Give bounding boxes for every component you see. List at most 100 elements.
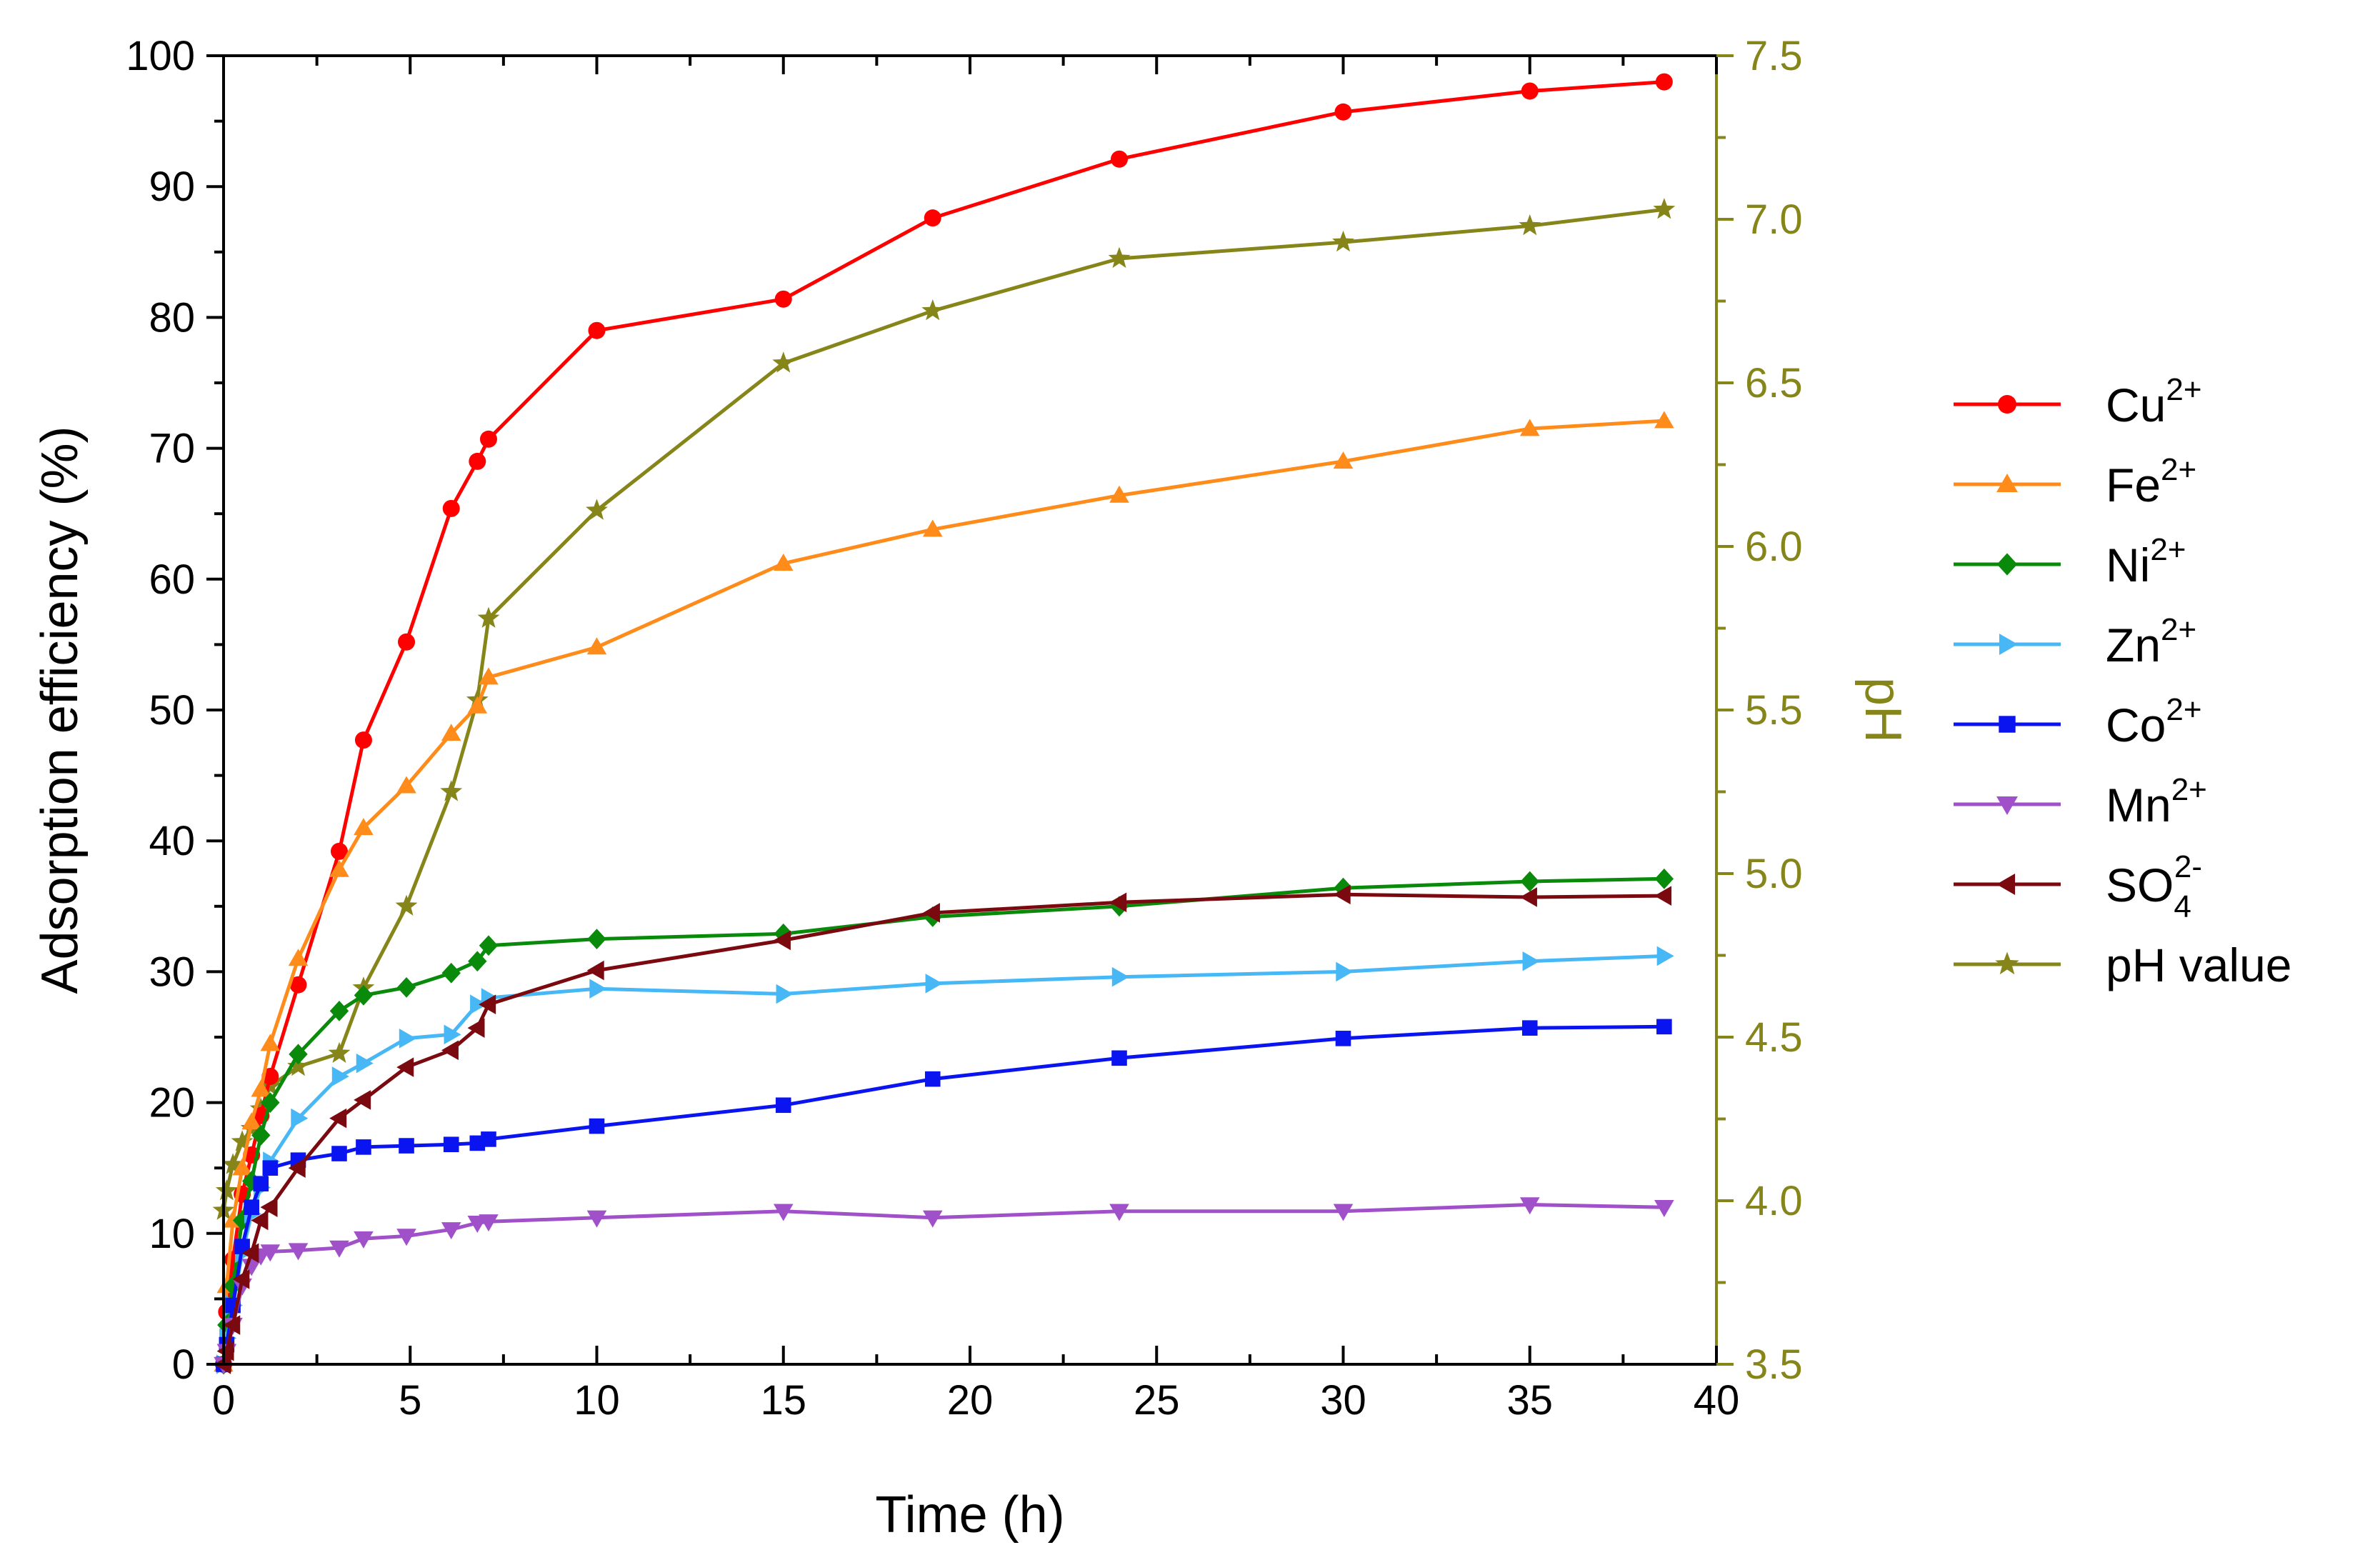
series-ph-value [212,198,1676,1220]
series-line [221,80,1665,1365]
legend-label: Cu2+ [2106,372,2202,431]
data-point [1111,966,1129,987]
series-so4 [214,884,1672,1374]
data-point [924,209,941,227]
legend-marker [1996,474,2018,493]
data-point [1654,868,1674,889]
data-point [399,1138,414,1154]
data-point [1519,214,1541,236]
data-point [1654,1199,1674,1217]
legend-label: SO42- [2106,849,2202,924]
data-point [468,951,487,972]
x-tick-label: 25 [1134,1377,1180,1424]
data-point [291,1108,309,1129]
data-point [1333,884,1351,905]
legend-label: Ni2+ [2106,532,2186,591]
y-tick-label: 40 [149,818,195,864]
data-point [467,1018,485,1038]
data-point [288,1158,306,1178]
data-point [356,1053,374,1074]
data-point [481,1131,496,1147]
legend-label: pH value [2106,939,2292,991]
data-point [328,1041,351,1063]
series-zn [216,946,1674,1374]
x-tick-label: 35 [1506,1377,1553,1424]
y-tick-label: 10 [149,1211,195,1257]
data-point [1520,871,1539,892]
x-tick-label: 0 [212,1377,235,1424]
legend-item: pH value [1954,939,2292,991]
data-point [1656,946,1674,966]
legend: Cu2+ Fe2+ Ni2+ Zn2+ Co2+ Mn2+ SO42- pH value [1954,372,2292,991]
data-point [398,633,416,651]
legend-item: Zn2+ [1954,612,2196,671]
data-point [441,1222,461,1240]
data-point [772,351,795,373]
data-point [1654,411,1674,429]
data-point [251,1125,271,1146]
data-point [1521,1020,1538,1036]
data-point [289,1044,308,1065]
data-point [775,1097,791,1114]
data-point [1334,103,1352,121]
data-point [773,1204,794,1221]
series-line [221,1203,1664,1365]
legend-superscript: 2+ [2166,372,2201,407]
data-point [921,299,944,321]
data-point [354,984,374,1006]
legend-label: Mn2+ [2106,772,2207,831]
x-tick-label: 15 [760,1377,806,1424]
y2-tick-label: 6.5 [1745,360,1803,406]
y2-tick-label: 5.0 [1745,851,1803,897]
data-point [260,1197,278,1217]
legend-label: Fe2+ [2106,452,2196,511]
y-tick-label: 100 [126,33,195,79]
data-point [329,859,349,877]
data-point [396,976,416,998]
data-point [356,1139,371,1155]
data-point [1519,419,1540,436]
legend-subscript: 4 [2174,889,2191,924]
data-point [259,1074,281,1096]
data-point [586,1210,607,1228]
data-point [1522,951,1540,971]
legend-item: Fe2+ [1954,452,2196,511]
data-point [479,430,497,448]
data-point [216,1341,234,1361]
legend-superscript: 2+ [2161,612,2196,647]
data-point [1521,82,1539,100]
data-point [396,776,416,794]
data-point [1519,887,1537,907]
legend-marker [1999,634,2018,655]
data-point [1656,1019,1672,1035]
data-point [244,1199,259,1215]
data-point [221,1153,244,1174]
legend-marker [1996,796,2018,815]
data-point [396,1229,416,1246]
data-point [443,1136,459,1153]
data-point [251,1079,271,1097]
data-point [260,1244,281,1262]
data-point [479,935,499,956]
data-point [441,724,461,741]
legend-item: Co2+ [1954,692,2202,751]
data-point [234,1239,250,1254]
y-axis-title: Adsorption efficiency (%) [31,426,89,994]
data-point [329,1000,349,1021]
data-point [1109,1204,1129,1221]
y2-axis-title: pH [1854,677,1911,743]
data-point [588,321,606,339]
series-layer [212,73,1676,1375]
data-point [253,1176,269,1191]
data-point [586,960,604,981]
legend-superscript: 2+ [2161,452,2196,487]
data-point [261,1092,280,1113]
data-point [241,1112,261,1130]
data-point [1654,886,1672,906]
data-point [479,1214,499,1232]
data-point [922,519,943,537]
data-point [231,1130,254,1151]
series-line [221,1024,1664,1365]
data-point [924,1071,941,1087]
data-point [1109,892,1127,913]
